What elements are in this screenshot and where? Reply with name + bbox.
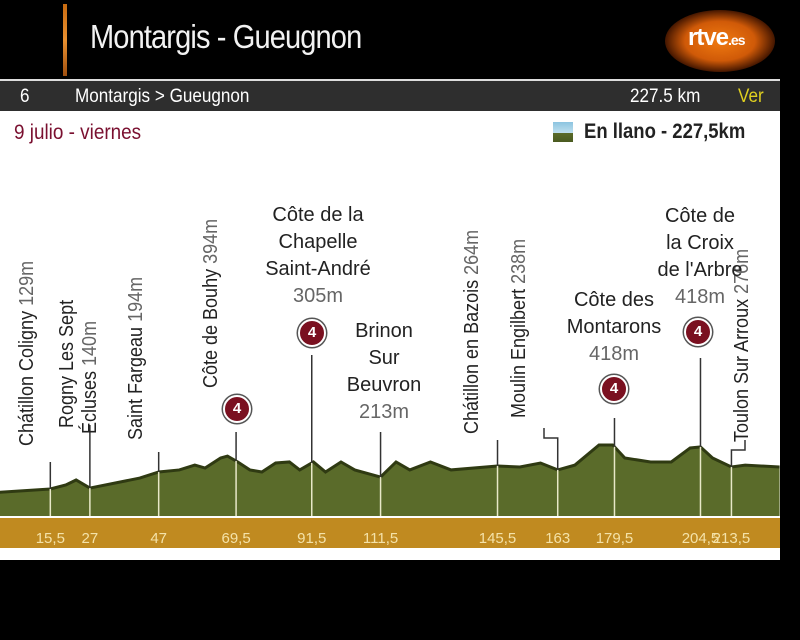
terrain-ridge [0,443,780,494]
stage-route: Montargis > Gueugnon [75,86,250,107]
km-tick-label: 204,5 [681,530,720,547]
waypoint-label: Brinon Sur Beuvron 213m [346,320,422,423]
km-tick-label: 69,5 [221,530,251,547]
climb-category-badge: 4 [600,375,628,403]
km-band [0,518,780,548]
waypoint-label: Écluses 140m [79,320,101,434]
waypoint-label: Chátillon en Bazois 264m [461,229,483,434]
waypoint-label: Côte de Bouhy 394m [200,218,222,388]
elevation-profile-chart [0,355,780,548]
km-tick-label: 145,5 [478,530,517,547]
km-tick-label: 15,5 [35,530,65,547]
waypoint-label: Côte de la Chapelle Saint-André 305m [265,204,371,307]
km-tick-label: 91,5 [297,530,327,547]
rtve-logo-text: rtve.es [688,24,746,51]
rtve-logo [665,10,775,72]
view-link[interactable]: Ver [738,86,764,107]
km-tick-label: 27 [81,530,99,547]
stage-date: 9 julio - viernes [14,121,142,144]
km-tick-label: 163 [545,530,571,547]
stage-number: 6 [20,86,30,107]
waypoint-label: Moulin Engilbert 238m [508,238,530,418]
waypoint-label: Saint Fargeau 194m [125,276,147,440]
km-tick-label: 213,5 [712,530,751,547]
waypoint-label: Côte des Montarons 418m [566,289,662,365]
km-tick-label: 179,5 [595,530,634,547]
waypoint-leader-line [730,440,746,467]
header-accent-rule [63,4,67,76]
climb-category-badge: 4 [684,318,712,346]
letterbox-bottom [0,560,800,640]
waypoint-leader-line [543,428,559,470]
waypoint-label: Côte de la Croix de l'Arbre 418m [657,205,743,308]
climb-category-badge: 4 [298,319,326,347]
stage-type-legend: En llano - 227,5km [584,120,746,143]
flat-stage-icon [553,122,573,142]
climb-category-badge: 4 [223,395,251,423]
km-tick-label: 47 [150,530,168,547]
page-title: Montargis - Gueugnon [90,18,362,55]
km-tick-label: 111,5 [362,530,399,547]
waypoint-label: Chátillon Coligny 129m [16,260,38,446]
terrain-area [0,445,780,516]
waypoint-label: Rogny Les Sept [56,299,78,428]
stage-distance: 227.5 km [630,86,701,107]
